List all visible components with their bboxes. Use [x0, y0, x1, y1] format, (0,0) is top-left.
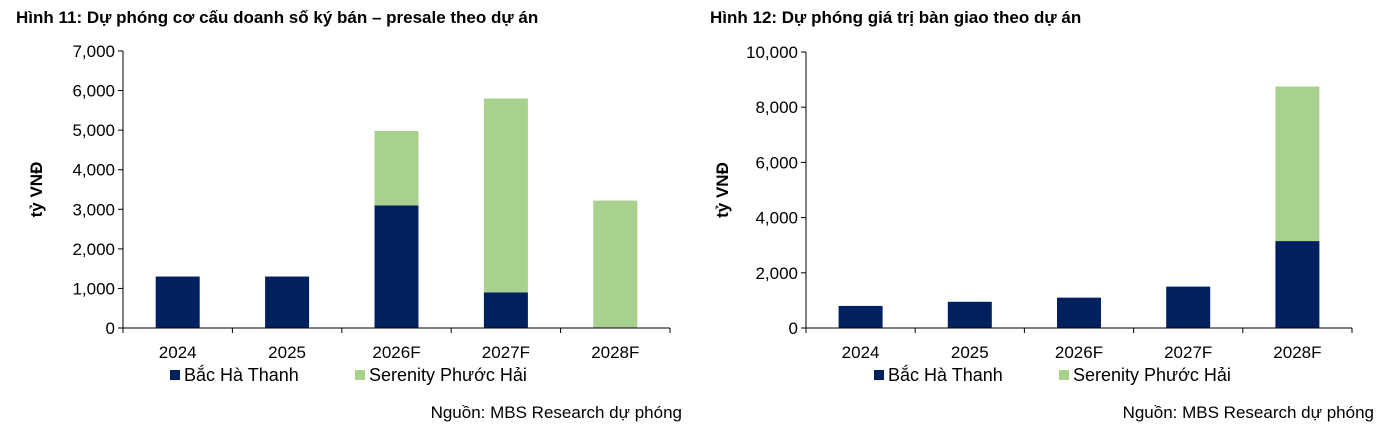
y-tick-label: 2,000: [755, 264, 798, 283]
bar-bac-ha-thanh-2025: [947, 301, 992, 328]
y-axis-label: tỷ VNĐ: [27, 162, 46, 218]
legend-swatch-serenity-phuoc-hai: [355, 370, 365, 380]
chart-title: Hình 12: Dự phóng giá trị bàn giao theo …: [710, 8, 1082, 27]
chart-panel-presale: Hình 11: Dự phóng cơ cấu doanh số ký bán…: [0, 0, 690, 445]
x-tick-label: 2024: [842, 343, 880, 362]
chart-presale: 0 1,000 2,000 3,000 4,000 5,000 6,000 7,000 2024…: [27, 42, 671, 385]
x-tick-label: 2025: [951, 343, 989, 362]
x-tick-label: 2027F: [1164, 343, 1212, 362]
y-tick-label: 7,000: [72, 42, 115, 61]
x-tick-label: 2026F: [372, 343, 420, 362]
source-note: Nguồn: MBS Research dự phóng: [1122, 403, 1374, 422]
legend-swatch-bac-ha-thanh: [170, 370, 180, 380]
chart-panel-handover: Hình 12: Dự phóng giá trị bàn giao theo …: [700, 0, 1387, 445]
y-tick-label: 4,000: [72, 161, 115, 180]
bar-bac-ha-thanh-2024: [838, 305, 883, 328]
legend-swatch-bac-ha-thanh: [874, 370, 884, 380]
y-axis-label: tỷ VNĐ: [713, 162, 732, 218]
bar-serenity-phuoc-hai-2028F: [1275, 86, 1320, 242]
bar-serenity-phuoc-hai-2027F: [483, 98, 528, 293]
y-tick-label: 6,000: [72, 82, 115, 101]
source-note: Nguồn: MBS Research dự phóng: [430, 403, 682, 422]
y-tick-label: 4,000: [755, 209, 798, 228]
x-tick-label: 2025: [268, 343, 306, 362]
bar-serenity-phuoc-hai-2028F: [593, 200, 638, 328]
x-tick-label: 2026F: [1055, 343, 1103, 362]
y-tick-label: 10,000: [746, 43, 798, 62]
y-tick-label: 8,000: [755, 98, 798, 117]
x-tick-label: 2028F: [1273, 343, 1321, 362]
chart-title: Hình 11: Dự phóng cơ cấu doanh số ký bán…: [16, 8, 539, 27]
y-tick-label: 5,000: [72, 121, 115, 140]
bar-serenity-phuoc-hai-2026F: [374, 130, 419, 206]
y-tick-label: 2,000: [72, 240, 115, 259]
x-tick-label: 2024: [159, 343, 197, 362]
bar-bac-ha-thanh-2025: [265, 276, 310, 328]
bar-bac-ha-thanh-2026F: [1057, 297, 1101, 328]
x-tick-label: 2027F: [482, 343, 530, 362]
chart-handover: 0 2,000 4,000 6,000 8,000 10,000 2024 2025 2026F…: [713, 43, 1353, 385]
y-tick-label: 1,000: [72, 279, 115, 298]
bar-bac-ha-thanh-2027F: [1166, 286, 1211, 328]
legend-label-bac-ha-thanh: Bắc Hà Thanh: [888, 364, 1003, 385]
legend-label-bac-ha-thanh: Bắc Hà Thanh: [184, 364, 299, 385]
bar-bac-ha-thanh-2026F: [374, 205, 419, 328]
bar-bac-ha-thanh-2028F: [1275, 241, 1320, 328]
legend-swatch-serenity-phuoc-hai: [1059, 370, 1069, 380]
x-tick-label: 2028F: [591, 343, 639, 362]
legend-label-serenity-phuoc-hai: Serenity Phước Hải: [1073, 365, 1231, 385]
y-tick-label: 0: [106, 319, 115, 338]
y-tick-label: 0: [789, 319, 798, 338]
y-tick-label: 3,000: [72, 200, 115, 219]
legend-label-serenity-phuoc-hai: Serenity Phước Hải: [369, 365, 527, 385]
y-tick-label: 6,000: [755, 153, 798, 172]
bar-bac-ha-thanh-2027F: [483, 292, 528, 328]
bar-bac-ha-thanh-2024: [155, 276, 200, 328]
